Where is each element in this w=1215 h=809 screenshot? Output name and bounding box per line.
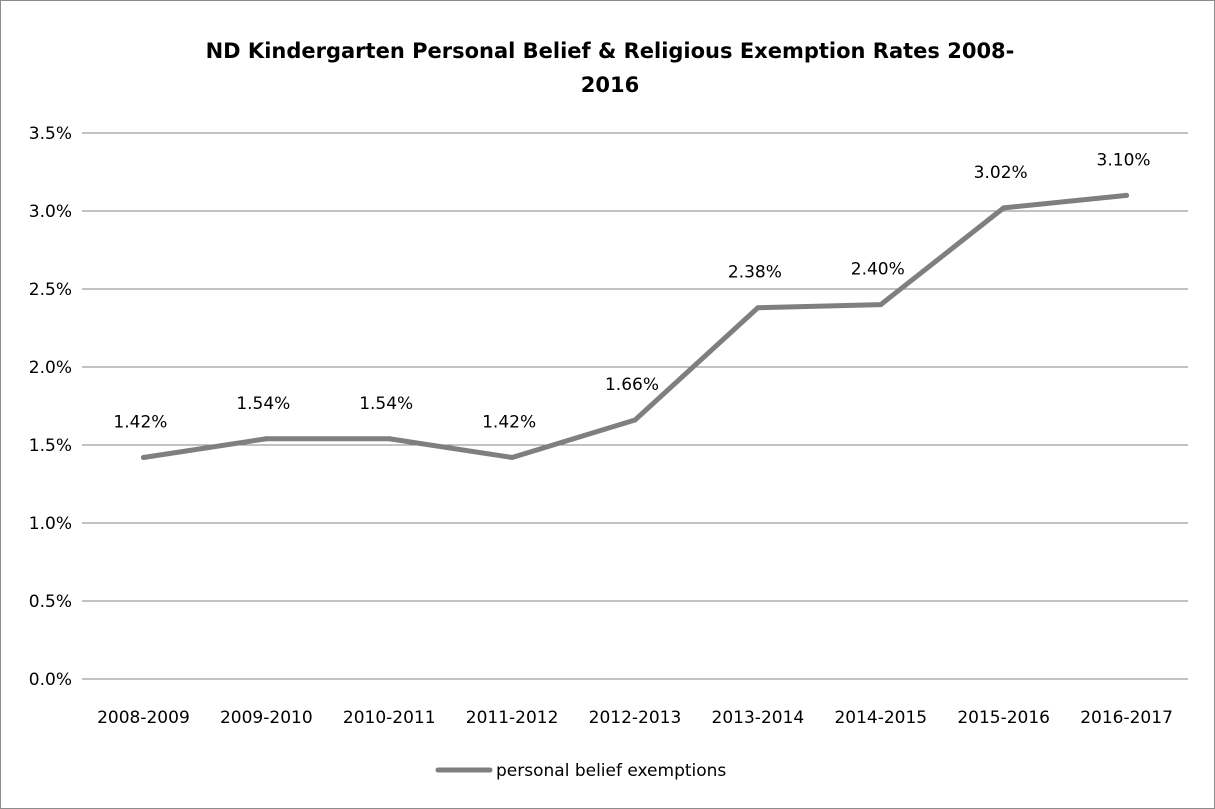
data-label: 1.42% bbox=[482, 412, 536, 432]
y-tick-label: 1.0% bbox=[29, 514, 72, 534]
data-point bbox=[140, 454, 146, 460]
data-label: 2.40% bbox=[851, 260, 905, 280]
x-tick-label: 2013-2014 bbox=[712, 708, 805, 728]
data-point bbox=[263, 436, 269, 442]
data-label: 3.02% bbox=[974, 163, 1028, 183]
data-label: 1.54% bbox=[359, 394, 413, 414]
data-label: 1.42% bbox=[113, 412, 167, 432]
y-tick-label: 2.5% bbox=[29, 280, 72, 300]
x-tick-label: 2016-2017 bbox=[1080, 708, 1173, 728]
y-tick-label: 1.5% bbox=[29, 436, 72, 456]
data-label: 1.54% bbox=[236, 394, 290, 414]
x-tick-label: 2011-2012 bbox=[466, 708, 559, 728]
data-point bbox=[509, 454, 515, 460]
chart-title: ND Kindergarten Personal Belief & Religi… bbox=[110, 34, 1110, 102]
y-tick-label: 3.0% bbox=[29, 202, 72, 222]
x-tick-label: 2014-2015 bbox=[834, 708, 927, 728]
x-tick-label: 2009-2010 bbox=[220, 708, 313, 728]
x-tick-label: 2015-2016 bbox=[957, 708, 1050, 728]
x-tick-label: 2008-2009 bbox=[97, 708, 190, 728]
data-point bbox=[632, 417, 638, 423]
y-tick-label: 2.0% bbox=[29, 358, 72, 378]
x-tick-label: 2012-2013 bbox=[589, 708, 682, 728]
x-tick-label: 2010-2011 bbox=[343, 708, 436, 728]
data-label: 2.38% bbox=[728, 263, 782, 283]
data-point bbox=[1124, 192, 1130, 198]
y-tick-label: 3.5% bbox=[29, 124, 72, 144]
data-label: 1.66% bbox=[605, 375, 659, 395]
data-point bbox=[1001, 205, 1007, 211]
data-point bbox=[755, 305, 761, 311]
data-point bbox=[878, 302, 884, 308]
y-tick-label: 0.0% bbox=[29, 670, 72, 690]
chart-title-line-1: ND Kindergarten Personal Belief & Religi… bbox=[205, 39, 1015, 63]
legend-label: personal belief exemptions bbox=[496, 761, 726, 781]
data-label: 3.10% bbox=[1097, 150, 1151, 170]
chart-title-line-2: 2016 bbox=[580, 73, 640, 97]
y-tick-label: 0.5% bbox=[29, 592, 72, 612]
data-point bbox=[386, 436, 392, 442]
